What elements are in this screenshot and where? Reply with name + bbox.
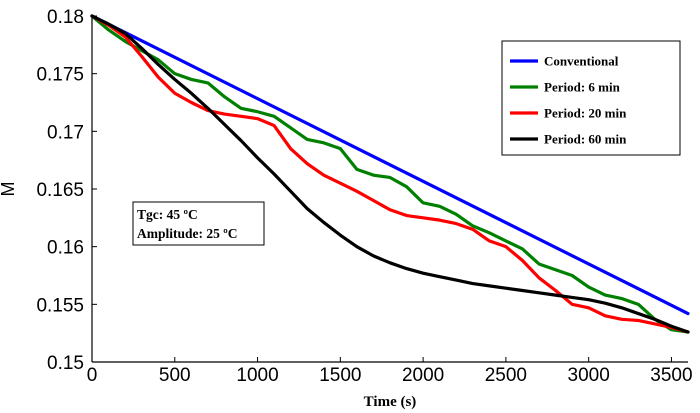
x-tick-label: 2000	[402, 365, 444, 386]
annotation-frame	[132, 201, 265, 246]
legend-label-period-6-min: Period: 6 min	[544, 80, 621, 95]
annotation-line-tgc: Tgc: 45 ºC	[137, 207, 198, 222]
x-tick-label: 0	[87, 365, 98, 386]
y-tick-label: 0.175	[36, 65, 84, 86]
legend: Conventional Period: 6 min Period: 20 min P…	[501, 40, 681, 156]
annotation-box: Tgc: 45 ºC Amplitude: 25 ºC	[132, 201, 265, 246]
y-tick-label: 0.18	[47, 7, 84, 28]
x-tick-label: 1000	[236, 365, 278, 386]
x-tick-label: 3000	[568, 365, 610, 386]
series-line-period-20-min	[90, 14, 690, 334]
legend-label-conventional: Conventional	[544, 54, 619, 69]
x-axis-label: Time (s)	[364, 394, 417, 410]
y-tick-label: 0.17	[47, 122, 84, 143]
legend-label-period-60-min: Period: 60 min	[544, 132, 627, 147]
series-line-conventional	[90, 14, 690, 316]
y-tick-label: 0.165	[36, 180, 84, 201]
series-line-period-6-min	[90, 14, 690, 334]
x-tick-label: 1500	[319, 365, 361, 386]
tick-labels: 0 500 1000 1500 2000 2500 3000 3500 0.15 0.155 0.1…	[36, 7, 692, 386]
legend-label-period-20-min: Period: 20 min	[544, 106, 627, 121]
series-layer	[90, 14, 690, 334]
x-tick-label: 3500	[650, 365, 692, 386]
y-tick-label: 0.16	[47, 238, 84, 259]
x-tick-label: 500	[159, 365, 191, 386]
y-axis-label: M	[0, 182, 18, 197]
series-line-period-60-min	[90, 14, 690, 334]
axes	[91, 15, 688, 363]
x-tick-label: 2500	[485, 365, 527, 386]
y-tick-label: 0.15	[47, 353, 84, 374]
annotation-line-amplitude: Amplitude: 25 ºC	[137, 226, 237, 241]
y-tick-label: 0.155	[36, 295, 84, 316]
